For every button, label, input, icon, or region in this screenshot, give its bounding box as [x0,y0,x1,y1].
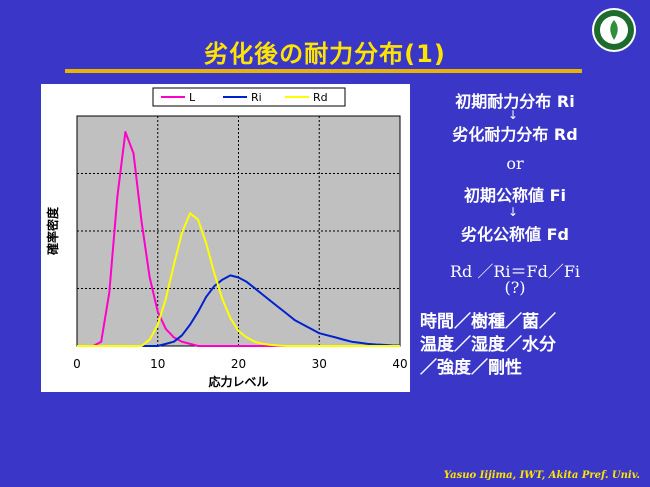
ratio-equation: Rd ／Ri＝Fd／Fi [449,262,581,281]
factors-line: 温度／湿度／水分 [420,335,556,355]
title-divider [65,69,582,73]
university-logo [592,8,636,52]
x-axis-label: 応力レベル [208,374,268,389]
down-arrow-icon: ↓ [508,108,519,122]
slide-title: 劣化後の耐力分布(1) [204,40,446,68]
x-tick-label: 0 [73,357,81,371]
initial-nominal-value-label: 初期公称値 Fi [464,186,566,205]
plot-area [76,115,401,347]
or-label: or [506,154,524,173]
series-line-rd [77,212,400,347]
footer-credit: Yasuo Iijima, IWT, Akita Pref. Univ. [443,470,640,481]
legend-box [152,87,346,107]
legend-label-l: L [189,91,196,104]
down-arrow-icon: ↓ [508,205,519,219]
question-label: (?) [504,278,526,297]
chart-panel: L Ri Rd 0 10 20 30 40 応力レベル 確率密度 [41,84,410,392]
x-tick-label: 20 [231,357,246,371]
y-axis-label: 確率密度 [45,206,60,255]
x-tick-label: 10 [150,357,165,371]
factors-line: 時間／樹種／菌／ [420,312,556,332]
density-chart: L Ri Rd 0 10 20 30 40 応力レベル 確率密度 [45,87,408,389]
legend-label-ri: Ri [251,91,262,104]
degraded-strength-distribution-label: 劣化耐力分布 Rd [452,125,578,144]
initial-strength-distribution-label: 初期耐力分布 Ri [455,92,575,111]
chart-axes: 0 10 20 30 40 応力レベル 確率密度 [45,206,408,389]
degradation-factors-list: 時間／樹種／菌／ 温度／湿度／水分 ／強度／剛性 [420,311,620,380]
x-tick-label: 40 [392,357,407,371]
x-tick-label: 30 [312,357,327,371]
degraded-nominal-value-label: 劣化公称値 Fd [461,225,569,244]
legend-label-rd: Rd [313,91,328,104]
chart-legend: L Ri Rd [152,87,346,107]
factors-line: ／強度／剛性 [420,358,522,378]
